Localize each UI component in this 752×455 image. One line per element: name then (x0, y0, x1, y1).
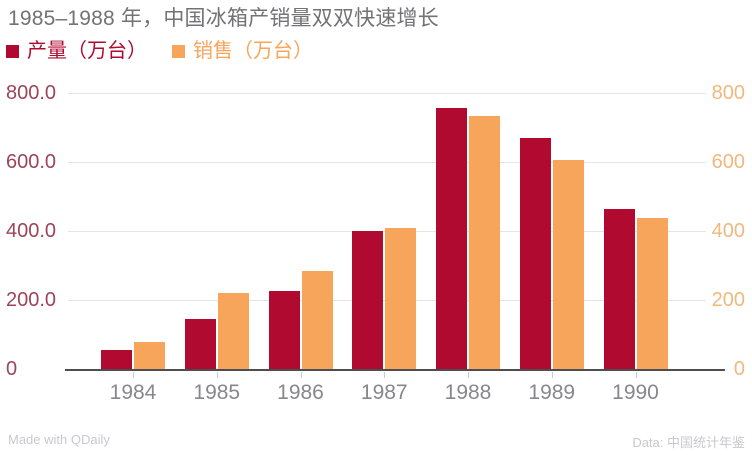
y-axis-right-label-200: 200 (711, 289, 745, 311)
legend: 产量（万台） 销售（万台） (6, 40, 313, 62)
x-axis-tick (635, 372, 637, 378)
x-axis-label-1988: 1988 (444, 381, 492, 404)
gridline-800 (68, 92, 706, 94)
x-axis-line (65, 369, 725, 371)
legend-item-production: 产量（万台） (6, 40, 147, 62)
bar-production-1987 (352, 230, 384, 369)
gridline-600 (68, 161, 706, 163)
y-axis-right-label-600: 600 (711, 151, 745, 173)
x-axis-tick (384, 372, 386, 378)
legend-item-sales: 销售（万台） (172, 40, 313, 62)
y-axis-right-label-0: 0 (733, 358, 745, 380)
x-axis-label-1987: 1987 (360, 381, 408, 404)
bar-sales-1990 (636, 218, 668, 369)
x-axis-label-1986: 1986 (277, 381, 324, 404)
bar-sales-1989 (552, 160, 584, 369)
chart-title: 1985–1988 年，中国冰箱产销量双双快速增长 (8, 7, 439, 30)
x-axis-label-1990: 1990 (612, 381, 659, 404)
bar-production-1989 (519, 137, 551, 369)
x-axis-label-1989: 1989 (528, 381, 576, 404)
x-axis-label-1985: 1985 (193, 381, 241, 404)
x-axis-tick (216, 372, 218, 378)
bar-production-1988 (436, 107, 467, 369)
y-axis-left-label-800: 800.0 (6, 82, 57, 104)
sales-swatch-icon (172, 44, 185, 58)
bar-sales-1988 (469, 116, 500, 369)
footer-data-source: Data: 中国统计年鉴 (632, 435, 745, 450)
legend-label-production: 产量（万台） (27, 40, 147, 62)
y-axis-left-label-0: 0 (6, 358, 18, 380)
bar-production-1990 (603, 209, 635, 369)
x-axis-tick (300, 372, 302, 378)
bar-sales-1984 (134, 342, 165, 369)
y-axis-left-label-600: 600.0 (6, 151, 57, 173)
bar-production-1984 (101, 350, 132, 369)
bar-production-1986 (268, 291, 300, 369)
x-axis-tick (133, 372, 134, 378)
y-axis-right-label-800: 800 (711, 82, 745, 104)
y-axis-right-label-400: 400 (711, 220, 745, 242)
production-swatch-icon (6, 44, 19, 58)
footer-credit: Made with QDaily (8, 432, 110, 447)
bar-sales-1986 (301, 270, 333, 369)
y-axis-left-label-200: 200.0 (6, 289, 57, 311)
y-axis-left-label-400: 400.0 (6, 220, 57, 242)
plot-area: 1984 1985 1986 1987 1988 1989 1990 (65, 92, 725, 404)
x-axis-tick (551, 372, 553, 378)
bar-production-1985 (184, 319, 216, 369)
legend-label-sales: 销售（万台） (193, 40, 313, 62)
footer: Made with QDaily Data: 中国统计年鉴 (8, 432, 745, 451)
x-axis-label-1984: 1984 (109, 381, 157, 404)
x-axis-tick (468, 372, 469, 378)
bar-sales-1987 (385, 227, 417, 369)
bar-sales-1985 (217, 293, 249, 369)
